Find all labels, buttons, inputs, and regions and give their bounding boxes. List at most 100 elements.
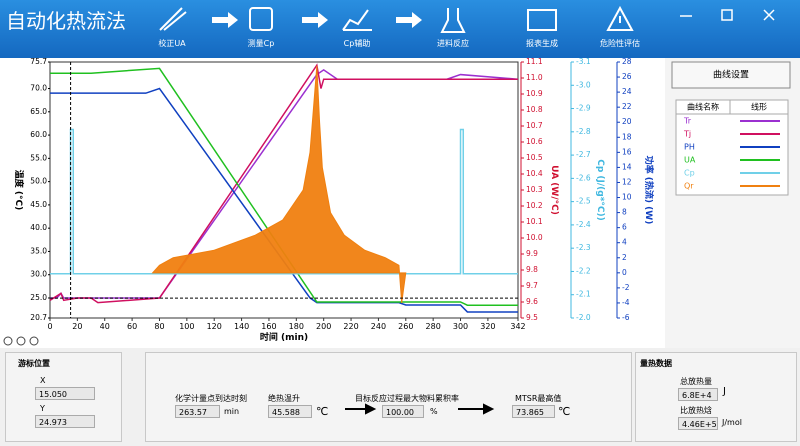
y-tick-label: 11.0: [526, 73, 543, 82]
y-tick-label: -2.2: [576, 266, 591, 275]
y-tick-label: 9.6: [526, 297, 538, 306]
table-header: 线形: [751, 102, 767, 112]
y-tick-label: 16: [622, 147, 632, 156]
y-tick-label: -3.1: [576, 58, 591, 66]
y-tick-label: -2.5: [576, 197, 591, 206]
y-tick-label: 26: [622, 72, 632, 81]
result-value: 100.00: [382, 405, 424, 418]
line: [50, 67, 518, 306]
x-tick-label: 80: [154, 322, 164, 331]
legend-label: PH: [684, 143, 695, 152]
y-tick-label: 10.4: [526, 169, 543, 178]
y-tick-label: 20: [622, 117, 632, 126]
y-tick-label: 30.0: [30, 270, 47, 279]
toolbar-label[interactable]: 校正UA: [158, 38, 186, 48]
y-axis-title: 功率 (热流) (W): [643, 156, 655, 225]
field-label: X: [40, 376, 46, 385]
settings-button[interactable]: [671, 61, 791, 89]
y-tick-label: 60.0: [30, 130, 47, 139]
y-tick-label: 10.5: [526, 153, 543, 162]
results-panel: [145, 352, 632, 442]
x-axis-title: 时间 (min): [260, 331, 308, 343]
legend-label: Tr: [683, 117, 692, 126]
result-label: 目标反应过程最大物料累积率: [355, 394, 459, 403]
toolbar-label[interactable]: 报表生成: [526, 38, 558, 48]
legend-label: Tj: [683, 130, 691, 139]
calc-unit: J/mol: [722, 418, 742, 427]
y-tick-label: -2.8: [576, 127, 591, 136]
plot-frame: [49, 61, 519, 319]
legend-label: Cp: [684, 169, 695, 178]
y-tick-label: 2: [622, 253, 627, 262]
field-label: Y: [40, 404, 45, 413]
x-tick-label: 140: [234, 322, 249, 331]
toolbar-icons: [159, 5, 634, 33]
y-tick-label: 12: [622, 177, 632, 186]
y-tick-label: 40.0: [30, 223, 47, 232]
result-label: MTSR最高值: [515, 394, 562, 403]
x-tick-label: 120: [207, 322, 222, 331]
y-tick-label: 22: [622, 102, 632, 111]
settings-button-label: 曲线设置: [713, 69, 749, 81]
y-axis-title: UA (W/°C): [549, 165, 559, 215]
x-tick-label: 200: [316, 322, 331, 331]
panel-title: 量热数据: [640, 359, 672, 368]
y-tick-label: 10.3: [526, 185, 543, 194]
y-tick-label: -2.9: [576, 104, 591, 113]
y-tick-label: 65.0: [30, 107, 47, 116]
y-tick-label: -2.1: [576, 290, 591, 299]
y-tick-label: -2.0: [576, 313, 591, 322]
y-tick-label: 11.1: [526, 58, 543, 66]
x-tick-label: 20: [72, 322, 82, 331]
y-tick-label: -2: [622, 283, 630, 292]
result-value: 73.865: [512, 405, 555, 418]
calc-label: 比放热焓: [680, 406, 712, 415]
result-unit: ℃: [558, 405, 571, 418]
x-tick-label: 60: [127, 322, 137, 331]
x-tick-label: 300: [453, 322, 468, 331]
app-title: 自动化热流法: [6, 9, 126, 33]
y-tick-label: 10: [622, 193, 632, 202]
y-tick-label: 70.0: [30, 84, 47, 93]
calc-value: 4.46E+5: [678, 417, 718, 430]
x-tick-label: 160: [261, 322, 276, 331]
table-header: 曲线名称: [687, 102, 719, 112]
x-tick-label: 180: [289, 322, 304, 331]
x-tick-label: 40: [100, 322, 110, 331]
y-tick-label: 0: [622, 268, 627, 277]
window-controls[interactable]: [680, 9, 775, 21]
y-tick-label: 10.1: [526, 217, 543, 226]
chart-bg: [0, 58, 665, 348]
zoom-tools[interactable]: [3, 336, 39, 346]
y-axis-title: 温度 (°C): [13, 170, 25, 210]
y-tick-label: -2.7: [576, 150, 591, 159]
toolbar-label[interactable]: 进料反应: [437, 38, 469, 48]
calc-value: 6.8E+4: [678, 388, 718, 401]
toolbar-label[interactable]: 测量Cp: [248, 39, 275, 48]
x-tick-label: 260: [398, 322, 413, 331]
y-tick-label: 10.0: [526, 233, 543, 242]
y-tick-label: 9.5: [526, 313, 538, 322]
result-label: 绝热温升: [268, 394, 300, 403]
header-bar: 自动化热流法 校正UA 测量Cp Cp辅助 进料反应 报表生成 危险性评估: [0, 0, 800, 58]
area: [151, 65, 407, 304]
y-tick-label: -2.3: [576, 243, 591, 252]
x-tick-label: 0: [47, 322, 52, 331]
y-tick-label: 10.9: [526, 89, 543, 98]
y-tick-label: 55.0: [30, 153, 47, 162]
result-label: 化学计量点到达时刻: [175, 394, 247, 403]
toolbar: 自动化热流法 校正UA 测量Cp Cp辅助 进料反应 报表生成 危险性评估: [6, 5, 775, 48]
y-tick-label: 18: [622, 132, 632, 141]
toolbar-label[interactable]: 危险性评估: [600, 38, 640, 48]
y-tick-label: 10.7: [526, 121, 543, 130]
toolbar-label[interactable]: Cp辅助: [344, 38, 371, 48]
result-unit: %: [430, 407, 438, 416]
result-value: 263.57: [175, 405, 220, 418]
y-tick-label: 14: [622, 162, 632, 171]
y-tick-label: 4: [622, 238, 627, 247]
x-tick-label: 320: [480, 322, 495, 331]
arrows: [212, 12, 422, 28]
y-tick-label: 25.0: [30, 293, 47, 302]
y-axis-title: Cp (J/(g*°C)): [595, 159, 605, 221]
